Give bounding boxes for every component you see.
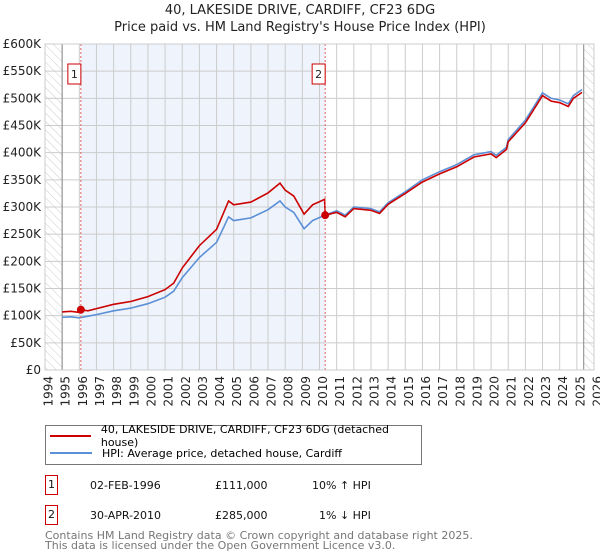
x-tick-label: 2004	[213, 376, 227, 407]
legend-item-property: 40, LAKESIDE DRIVE, CARDIFF, CF23 6DG (d…	[50, 423, 421, 449]
x-tick-label: 2003	[196, 376, 210, 407]
transaction-row: 1 02-FEB-1996 £111,000 10% ↑ HPI	[45, 475, 465, 497]
transaction-date: 02-FEB-1996	[90, 479, 161, 492]
transaction-date: 30-APR-2010	[90, 509, 162, 522]
sale-label-box	[311, 63, 326, 85]
y-tick-label: £600K	[3, 37, 43, 51]
x-tick-label: 2022	[522, 376, 536, 407]
legend-label: 40, LAKESIDE DRIVE, CARDIFF, CF23 6DG (d…	[100, 423, 389, 449]
transaction-badge: 1	[45, 475, 58, 495]
sale-point	[76, 305, 85, 314]
x-tick-label: 2024	[556, 376, 570, 407]
x-tick-label: 2005	[230, 376, 244, 407]
x-tick-label: 2012	[350, 376, 364, 407]
transaction-price: £285,000	[215, 509, 268, 522]
x-tick-label: 2020	[488, 376, 502, 407]
transaction-hpi: 10% ↑ HPI	[312, 479, 371, 492]
y-tick-label: £200K	[3, 254, 43, 268]
footer-copyright: Contains HM Land Registry data © Crown c…	[45, 529, 473, 542]
x-tick-label: 2002	[179, 376, 193, 407]
x-tick-label: 2018	[453, 376, 467, 407]
legend-label: HPI: Average price, detached house, Card…	[102, 446, 342, 460]
y-tick-label: £400K	[3, 146, 43, 160]
y-tick-label: £0	[26, 363, 41, 377]
footer-licence: This data is licensed under the Open Gov…	[45, 539, 396, 552]
property-price-line	[62, 91, 583, 314]
transaction-hpi: 1% ↓ HPI	[319, 509, 371, 522]
y-tick-label: £300K	[3, 200, 43, 214]
y-tick-label: £150K	[3, 282, 43, 296]
sale-label: 2	[315, 68, 322, 81]
plot-border	[44, 43, 595, 371]
y-tick-label: £550K	[3, 64, 43, 78]
x-tick-label: 1995	[59, 376, 73, 407]
x-tick-label: 1997	[93, 376, 107, 407]
y-tick-label: £500K	[3, 91, 43, 105]
legend: 40, LAKESIDE DRIVE, CARDIFF, CF23 6DG (d…	[45, 423, 422, 465]
x-tick-label: 2009	[299, 376, 313, 407]
sale-point	[321, 211, 330, 220]
x-tick-label: 1994	[42, 376, 56, 407]
transaction-price: £111,000	[215, 479, 268, 492]
x-tick-label: 1996	[76, 376, 90, 407]
chart-title: 40, LAKESIDE DRIVE, CARDIFF, CF23 6DG	[164, 3, 436, 18]
sale-label-box	[67, 63, 82, 85]
x-tick-label: 2010	[316, 376, 330, 407]
x-tick-label: 1999	[127, 376, 141, 407]
x-tick-label: 2013	[367, 376, 381, 407]
x-tick-label: 2008	[282, 376, 296, 407]
x-tick-label: 2015	[402, 376, 416, 407]
legend-swatch-blue	[50, 452, 92, 454]
plot-area: 1994 1995 1996 1997 1998 1999 2000 2001 2002 2003…	[3, 37, 600, 407]
y-tick-label: £450K	[3, 119, 43, 133]
sale-label: 1	[71, 68, 78, 81]
x-tick-label: 2000	[144, 376, 158, 407]
x-tick-label: 2014	[385, 376, 399, 407]
transaction-badge: 2	[45, 505, 58, 525]
y-tick-label: £100K	[3, 309, 43, 323]
x-tick-label: 2017	[436, 376, 450, 407]
x-tick-label: 2021	[505, 376, 519, 407]
x-tick-label: 2001	[162, 376, 176, 407]
legend-swatch-red	[50, 435, 91, 437]
x-tick-label: 2006	[247, 376, 261, 407]
y-tick-label: £50K	[10, 336, 42, 350]
x-tick-label: 2007	[265, 376, 279, 407]
x-tick-label: 2016	[419, 376, 433, 407]
hpi-line	[62, 88, 583, 319]
x-tick-label: 1998	[110, 376, 124, 407]
y-tick-label: £350K	[3, 173, 43, 187]
x-tick-label: 2019	[470, 376, 484, 407]
x-tick-label: 2025	[573, 376, 587, 407]
x-tick-label: 2011	[333, 376, 347, 407]
x-tick-label: 2023	[539, 376, 553, 407]
y-tick-label: £250K	[3, 227, 43, 241]
chart-subtitle: Price paid vs. HM Land Registry's House …	[114, 20, 486, 35]
x-tick-label: 2026	[591, 376, 600, 407]
legend-item-hpi: HPI: Average price, detached house, Card…	[50, 445, 342, 461]
transaction-row: 2 30-APR-2010 £285,000 1% ↓ HPI	[45, 505, 465, 527]
